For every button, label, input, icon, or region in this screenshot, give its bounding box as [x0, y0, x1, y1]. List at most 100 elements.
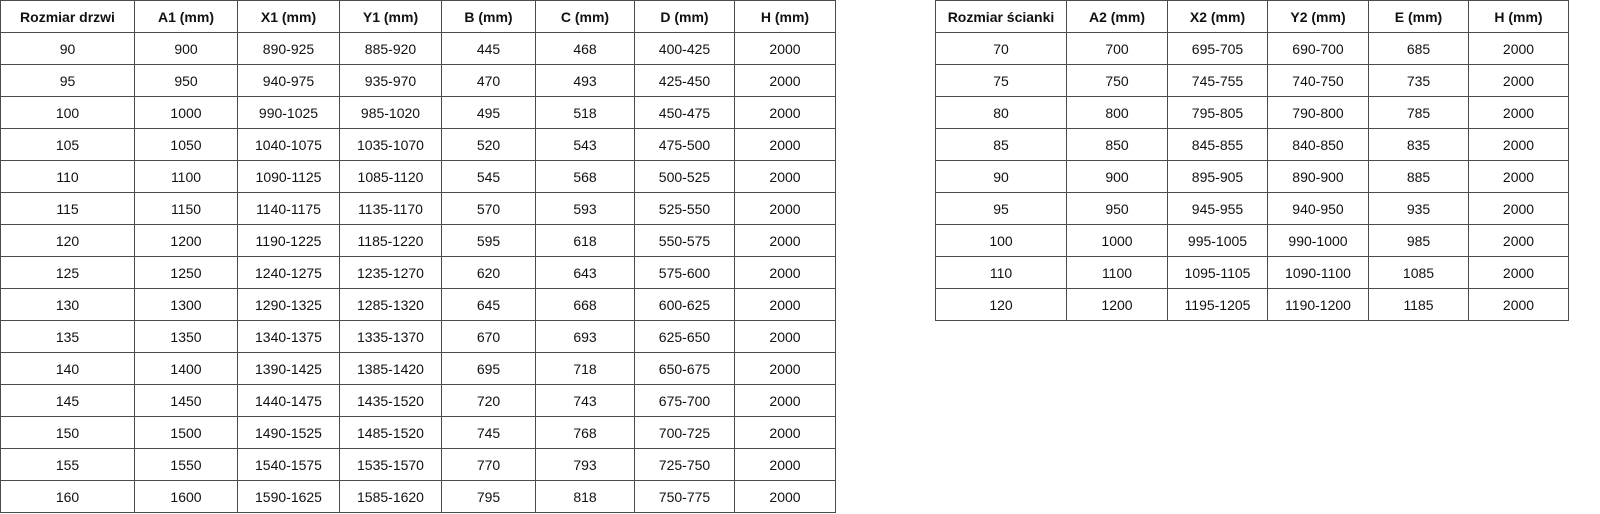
table-cell: 693	[535, 320, 635, 353]
table-row: 110 1100 1090-1125 1085-1120 545 568 500-525 20…	[0, 160, 836, 193]
table-cell: 1450	[134, 384, 238, 417]
table-row: 140 1400 1390-1425 1385-1420 695 718 650-675 20…	[0, 352, 836, 385]
table-cell: 1050	[134, 128, 238, 161]
column-header: H (mm)	[1468, 0, 1569, 33]
table-cell: 80	[935, 96, 1067, 129]
table-cell: 685	[1368, 32, 1469, 65]
table-cell: 95	[935, 192, 1067, 225]
table-cell: 1440-1475	[237, 384, 340, 417]
table-cell: 985	[1368, 224, 1469, 257]
table-row: 145 1450 1440-1475 1435-1520 720 743 675-700 20…	[0, 384, 836, 417]
table-cell: 620	[441, 256, 536, 289]
table-cell: 140	[0, 352, 135, 385]
table-cell: 135	[0, 320, 135, 353]
table-cell: 110	[0, 160, 135, 193]
table-cell: 695-705	[1167, 32, 1268, 65]
door-dimensions-table: Rozmiar drzwi A1 (mm) X1 (mm) Y1 (mm) B (mm)…	[0, 0, 836, 513]
column-header: A1 (mm)	[134, 0, 238, 33]
table-cell: 1100	[1066, 256, 1168, 289]
table-cell: 470	[441, 64, 536, 97]
table-cell: 105	[0, 128, 135, 161]
table-cell: 1090-1100	[1267, 256, 1369, 289]
table-cell: 570	[441, 192, 536, 225]
table-cell: 1040-1075	[237, 128, 340, 161]
table-cell: 675-700	[634, 384, 735, 417]
table-header-row: Rozmiar ścianki A2 (mm) X2 (mm) Y2 (mm) E (m…	[935, 0, 1569, 33]
table-cell: 1085	[1368, 256, 1469, 289]
column-header: C (mm)	[535, 0, 635, 33]
table-cell: 1000	[134, 96, 238, 129]
table-cell: 1290-1325	[237, 288, 340, 321]
table-cell: 1340-1375	[237, 320, 340, 353]
table-cell: 90	[935, 160, 1067, 193]
table-row: 105 1050 1040-1075 1035-1070 520 543 475-500 20…	[0, 128, 836, 161]
table-cell: 1090-1125	[237, 160, 340, 193]
table-cell: 520	[441, 128, 536, 161]
table-cell: 2000	[1468, 160, 1569, 193]
table-cell: 1185-1220	[339, 224, 442, 257]
table-cell: 785	[1368, 96, 1469, 129]
table-row: 75 750 745-755 740-750 735 2000	[935, 64, 1569, 97]
table-cell: 725-750	[634, 448, 735, 481]
table-cell: 890-925	[237, 32, 340, 65]
table-cell: 495	[441, 96, 536, 129]
table-cell: 1250	[134, 256, 238, 289]
table-cell: 2000	[734, 416, 836, 449]
table-row: 120 1200 1190-1225 1185-1220 595 618 550-575 20…	[0, 224, 836, 257]
table-cell: 2000	[1468, 256, 1569, 289]
table-cell: 110	[935, 256, 1067, 289]
table-row: 100 1000 990-1025 985-1020 495 518 450-475 2000	[0, 96, 836, 129]
table-row: 95 950 945-955 940-950 935 2000	[935, 192, 1569, 225]
table-cell: 2000	[734, 224, 836, 257]
table-row: 130 1300 1290-1325 1285-1320 645 668 600-625 20…	[0, 288, 836, 321]
table-cell: 595	[441, 224, 536, 257]
table-row: 155 1550 1540-1575 1535-1570 770 793 725-750 20…	[0, 448, 836, 481]
table-cell: 795	[441, 480, 536, 513]
table-cell: 818	[535, 480, 635, 513]
table-cell: 790-800	[1267, 96, 1369, 129]
table-cell: 1390-1425	[237, 352, 340, 385]
table-cell: 145	[0, 384, 135, 417]
column-header: D (mm)	[634, 0, 735, 33]
table-row: 115 1150 1140-1175 1135-1170 570 593 525-550 20…	[0, 192, 836, 225]
table-cell: 1100	[134, 160, 238, 193]
table-cell: 840-850	[1267, 128, 1369, 161]
table-row: 110 1100 1095-1105 1090-1100 1085 2000	[935, 256, 1569, 289]
table-cell: 950	[1066, 192, 1168, 225]
table-cell: 2000	[734, 256, 836, 289]
table-cell: 950	[134, 64, 238, 97]
table-cell: 2000	[734, 384, 836, 417]
table-cell: 125	[0, 256, 135, 289]
wall-panel-dimensions-table: Rozmiar ścianki A2 (mm) X2 (mm) Y2 (mm) E (m…	[935, 0, 1569, 321]
table-cell: 1400	[134, 352, 238, 385]
table-cell: 85	[935, 128, 1067, 161]
table-cell: 90	[0, 32, 135, 65]
table-cell: 1240-1275	[237, 256, 340, 289]
table-cell: 935-970	[339, 64, 442, 97]
table-cell: 2000	[1468, 128, 1569, 161]
table-cell: 990-1000	[1267, 224, 1369, 257]
table-cell: 2000	[734, 480, 836, 513]
table-cell: 650-675	[634, 352, 735, 385]
table-cell: 885-920	[339, 32, 442, 65]
table-cell: 2000	[1468, 96, 1569, 129]
table-row: 135 1350 1340-1375 1335-1370 670 693 625-650 20…	[0, 320, 836, 353]
table-cell: 1140-1175	[237, 192, 340, 225]
table-cell: 100	[935, 224, 1067, 257]
table-cell: 740-750	[1267, 64, 1369, 97]
table-cell: 750	[1066, 64, 1168, 97]
table-cell: 690-700	[1267, 32, 1369, 65]
table-cell: 525-550	[634, 192, 735, 225]
table-cell: 115	[0, 192, 135, 225]
table-cell: 450-475	[634, 96, 735, 129]
table-cell: 2000	[1468, 224, 1569, 257]
column-header: H (mm)	[734, 0, 836, 33]
table-cell: 850	[1066, 128, 1168, 161]
column-header: E (mm)	[1368, 0, 1469, 33]
table-cell: 550-575	[634, 224, 735, 257]
table-cell: 1285-1320	[339, 288, 442, 321]
column-header: Y1 (mm)	[339, 0, 442, 33]
table-cell: 70	[935, 32, 1067, 65]
table-cell: 900	[134, 32, 238, 65]
table-cell: 425-450	[634, 64, 735, 97]
